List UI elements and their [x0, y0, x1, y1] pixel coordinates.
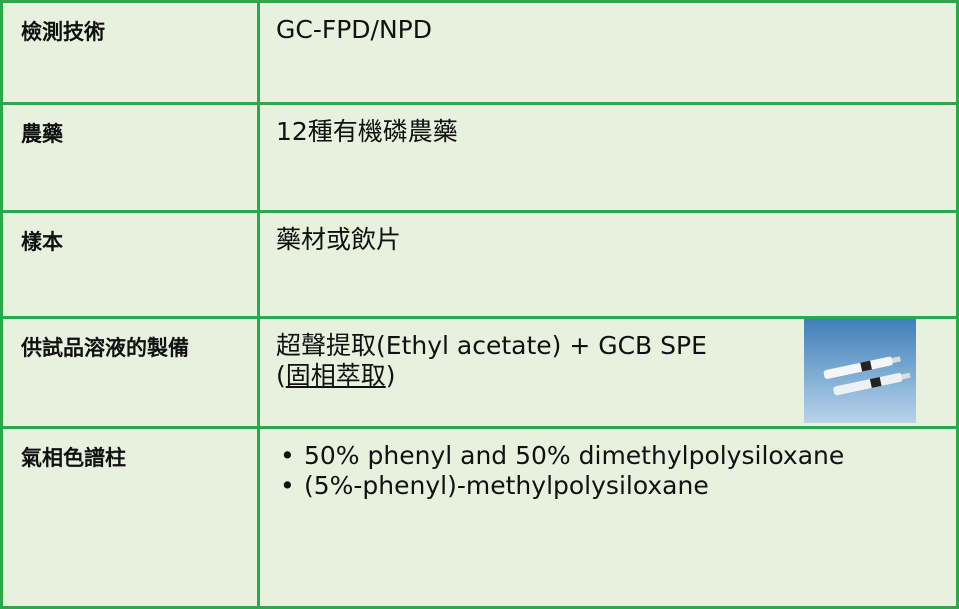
row: 樣本 藥材或飲片 [0, 210, 959, 319]
bullet-item: (5%-phenyl)-methylpolysiloxane [280, 471, 946, 501]
row-label: 檢測技術 [0, 0, 260, 105]
row: 氣相色譜柱 50% phenyl and 50% dimethylpolysil… [0, 426, 959, 609]
bullet-list: 50% phenyl and 50% dimethylpolysiloxane … [276, 441, 946, 501]
row-content: 50% phenyl and 50% dimethylpolysiloxane … [257, 426, 959, 609]
row-content: 12種有機磷農藥 [257, 102, 959, 213]
row: 檢測技術 GC-FPD/NPD [0, 0, 959, 105]
row-label: 氣相色譜柱 [0, 426, 260, 609]
row-content: 超聲提取(Ethyl acetate) + GCB SPE (固相萃取) [257, 316, 959, 429]
product-image [804, 319, 916, 423]
row: 農藥 12種有機磷農藥 [0, 102, 959, 213]
row-content: GC-FPD/NPD [257, 0, 959, 105]
row-content: 藥材或飲片 [257, 210, 959, 319]
row-label: 供試品溶液的製備 [0, 316, 260, 429]
paren: ) [385, 361, 396, 390]
link[interactable]: 固相萃取 [285, 361, 386, 390]
content-note: (固相萃取) [276, 361, 946, 391]
bullet-item: 50% phenyl and 50% dimethylpolysiloxane [280, 441, 946, 471]
paren: ( [276, 361, 286, 390]
row-label: 樣本 [0, 210, 260, 319]
row: 供試品溶液的製備 超聲提取(Ethyl acetate) + GCB SPE (… [0, 316, 959, 429]
content-line: 超聲提取(Ethyl acetate) + GCB SPE [276, 331, 707, 360]
row-label: 農藥 [0, 102, 260, 213]
